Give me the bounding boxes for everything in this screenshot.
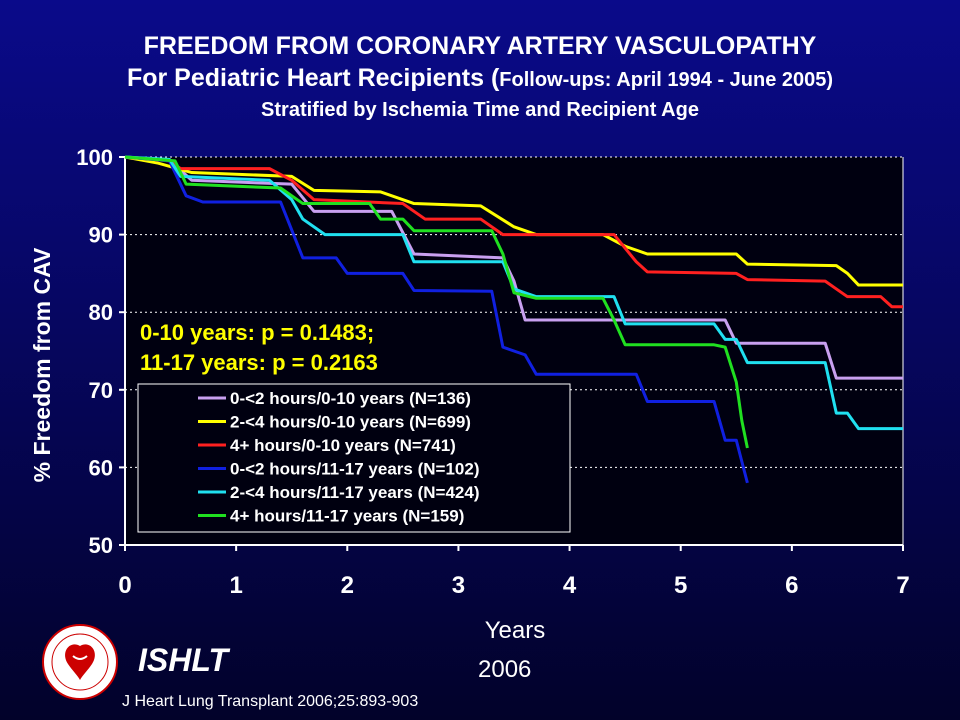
chart-title-line1: FREEDOM FROM CORONARY ARTERY VASCULOPATH… bbox=[143, 32, 817, 60]
legend-label-5: 4+ hours/11-17 years (N=159) bbox=[230, 507, 464, 526]
x-tick-label-2: 2 bbox=[341, 572, 354, 599]
series-line-4 bbox=[124, 155, 903, 431]
chart-title-line2-small: Follow-ups: April 1994 - June 2005) bbox=[499, 69, 834, 91]
x-tick-label-4: 4 bbox=[563, 572, 577, 599]
chart-title-line2-main: For Pediatric Heart Recipients ( bbox=[126, 64, 500, 92]
legend-box bbox=[137, 383, 571, 533]
y-tick-label-60: 60 bbox=[89, 455, 113, 480]
ishlt-label: ISHLT bbox=[138, 642, 229, 678]
legend-label-1: 2-<4 hours/0-10 years (N=699) bbox=[230, 413, 471, 432]
legend-label-3: 0-<2 hours/11-17 years (N=102) bbox=[230, 460, 479, 479]
y-tick-label-50: 50 bbox=[89, 533, 113, 558]
y-tick-label-70: 70 bbox=[89, 378, 113, 403]
x-tick-label-5: 5 bbox=[674, 572, 687, 599]
ishlt-logo-icon bbox=[42, 624, 118, 700]
annotation-0: 0-10 years: p = 0.1483; bbox=[140, 320, 374, 345]
x-tick-label-7: 7 bbox=[896, 572, 909, 599]
legend-label-0: 0-<2 hours/0-10 years (N=136) bbox=[230, 389, 471, 408]
x-tick-label-1: 1 bbox=[229, 572, 242, 599]
x-tick-label-6: 6 bbox=[785, 572, 798, 599]
annotation-1: 11-17 years: p = 0.2163 bbox=[140, 350, 378, 375]
year-label: 2006 bbox=[478, 656, 532, 683]
y-tick-label-80: 80 bbox=[89, 300, 113, 325]
x-axis-label: Years bbox=[485, 617, 546, 644]
series-line-2 bbox=[124, 155, 903, 309]
series-line-5 bbox=[124, 155, 749, 449]
y-tick-label-90: 90 bbox=[89, 223, 113, 248]
x-tick-label-0: 0 bbox=[118, 572, 131, 599]
y-tick-label-100: 100 bbox=[76, 145, 113, 170]
x-tick-label-3: 3 bbox=[452, 572, 465, 599]
chart-subtitle: Stratified by Ischemia Time and Recipien… bbox=[261, 99, 699, 121]
chart-title-line2: For Pediatric Heart Recipients (Follow-u… bbox=[0, 62, 960, 96]
citation: J Heart Lung Transplant 2006;25:893-903 bbox=[122, 693, 419, 710]
legend-label-4: 2-<4 hours/11-17 years (N=424) bbox=[230, 483, 479, 502]
y-axis-label: % Freedom from CAV bbox=[29, 247, 55, 482]
legend-label-2: 4+ hours/0-10 years (N=741) bbox=[230, 436, 456, 455]
series-line-3 bbox=[124, 155, 749, 484]
title-block: FREEDOM FROM CORONARY ARTERY VASCULOPATH… bbox=[0, 30, 960, 124]
